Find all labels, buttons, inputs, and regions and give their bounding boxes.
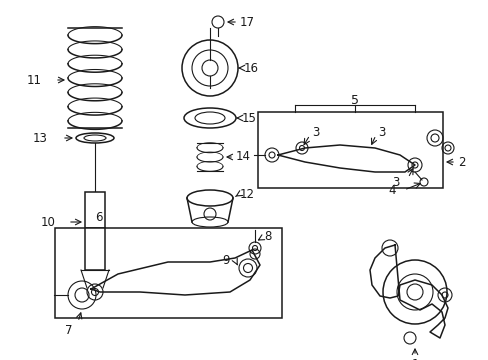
Text: 3: 3 [311, 126, 319, 139]
Text: 9: 9 [222, 253, 229, 266]
Text: 12: 12 [240, 189, 254, 202]
Text: 4: 4 [387, 184, 395, 198]
Bar [55, 228, 282, 318]
Text: 14: 14 [236, 150, 250, 163]
Text: 11: 11 [27, 73, 42, 86]
Text: 3: 3 [392, 175, 399, 189]
Text: 6: 6 [95, 211, 102, 224]
Text: 16: 16 [244, 62, 259, 75]
Text: 3: 3 [377, 126, 385, 139]
Text: 7: 7 [64, 324, 72, 337]
Bar [85, 192, 105, 270]
Text: 10: 10 [41, 216, 56, 229]
Bar [258, 112, 442, 188]
Text: 2: 2 [457, 156, 465, 168]
Text: 1: 1 [410, 358, 418, 360]
Text: 17: 17 [240, 15, 254, 28]
Text: 13: 13 [33, 131, 48, 144]
Text: 15: 15 [242, 112, 256, 125]
Text: 8: 8 [264, 230, 271, 243]
Text: 5: 5 [350, 94, 358, 107]
